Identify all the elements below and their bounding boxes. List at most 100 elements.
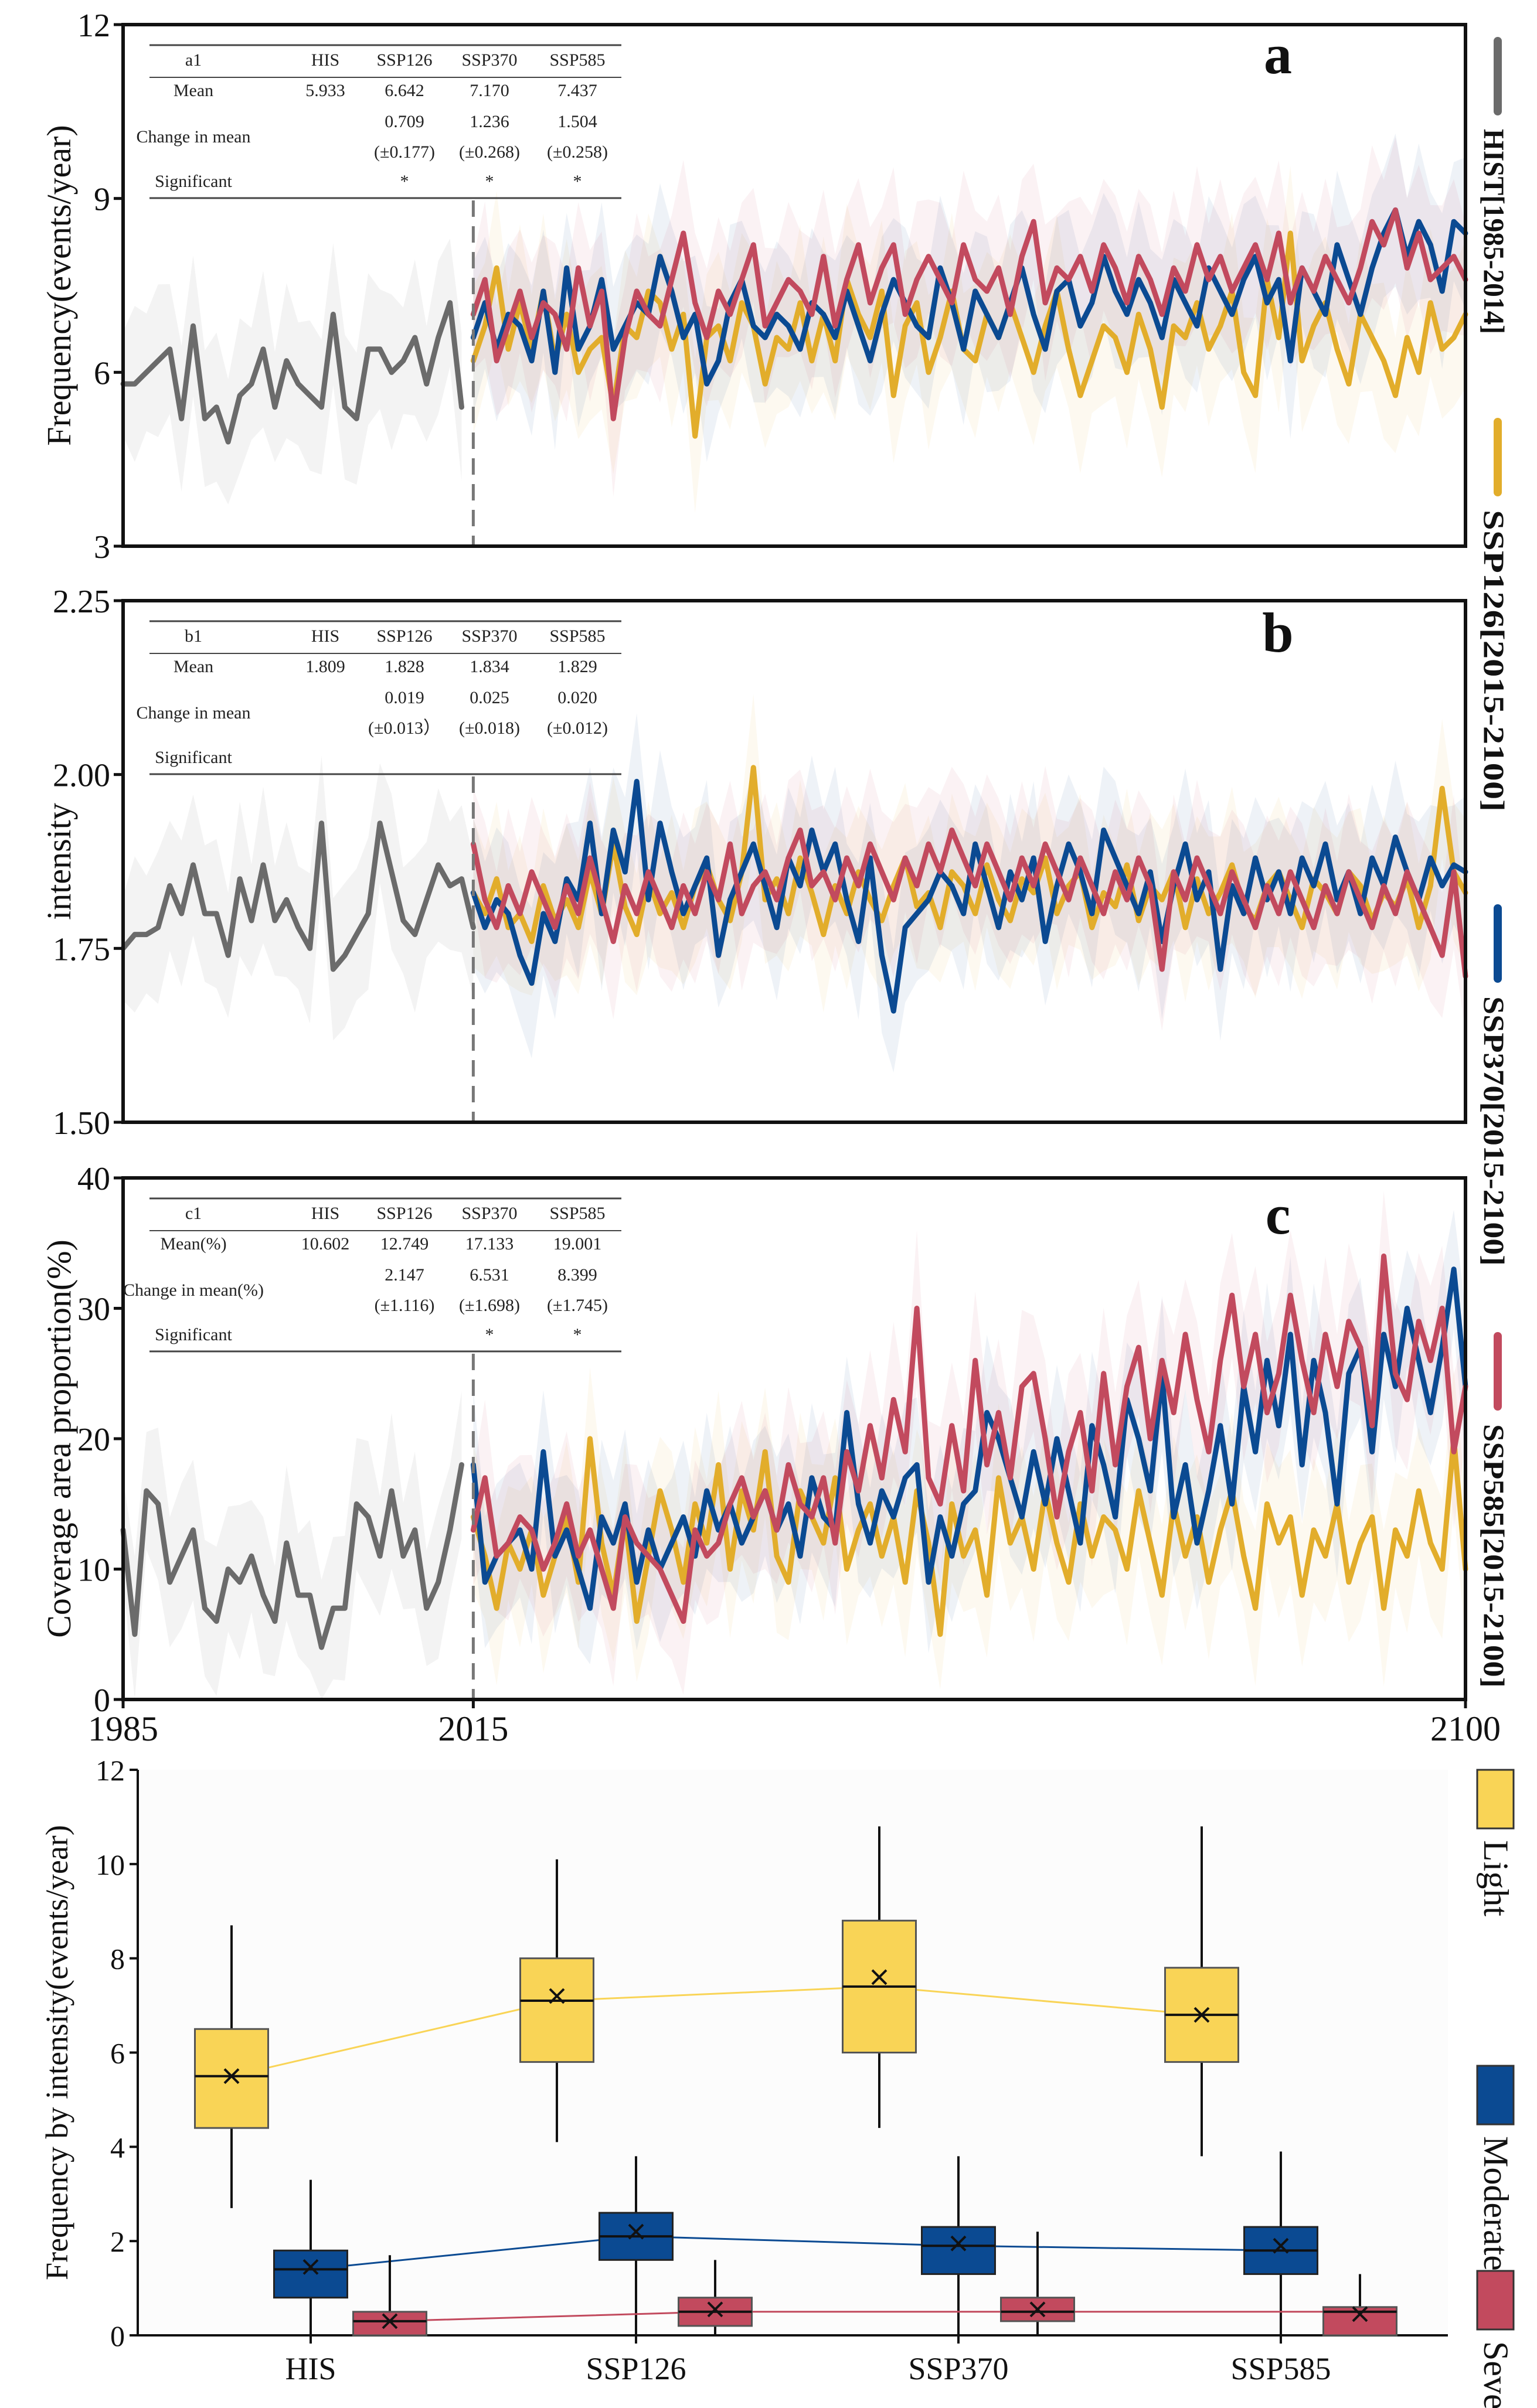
box-legend-label-light: Light [1477,1840,1515,1916]
table-cell: 5.933 [305,81,345,100]
table-cell: 1.236 [470,112,509,131]
boxplot-category-label: HIS [285,2351,336,2386]
table-header-cell: b1 [185,626,202,646]
boxplot-category-label: SSP585 [1230,2351,1331,2386]
median-trend-moderate [310,2235,1281,2270]
y-tick-label-a: 6 [94,355,110,391]
table-cell: (±1.698) [459,1296,520,1315]
mean-marker-severe [707,2301,723,2318]
table-cell: 1.828 [385,657,424,676]
table-cell: 0.709 [385,112,424,131]
mean-marker-light [1193,2007,1210,2023]
band-c-hist [123,1391,462,1699]
mean-marker-moderate [950,2235,967,2252]
x-tick-label-year: 2015 [438,1709,508,1748]
table-cell: (±0.268) [459,142,520,162]
table-header-cell: SSP126 [376,626,432,646]
table-cell: (±0.018) [459,718,520,738]
table-cell: 7.170 [470,81,509,100]
stat-tables: a1 HIS SSP126 SSP370 SSP585 Mean 5.933 6.642 7.1… [123,44,621,1353]
legend-label-hist: HIST[1985-2014] [1478,129,1511,334]
boxplot-category-label: SSP126 [586,2351,686,2386]
series-line-b-ssp370 [470,779,1468,1014]
panel-letter-c: c [1266,1183,1291,1246]
series-line-a-hist [120,300,464,445]
series-line-c-hist [120,1462,464,1650]
table-cell: (±1.745) [547,1296,608,1315]
table-cell: (±0.013） [368,718,441,738]
y-axis-label-a: Frequency(events/year) [40,125,78,446]
panel-b-background [123,601,1465,1122]
table-header-cell: HIS [311,50,339,70]
box-plot: 0 2 4 6 8 10 12 Frequency by intensity(events/y… [39,1754,1448,2386]
axes: 3 6 9 12 Frequency(events/year) 1.50 1.75 2.00 2… [40,8,1501,1748]
box-legend-label-severe: Severe [1477,2341,1515,2408]
table-cell: (±0.012) [547,718,608,738]
table-cell: (±0.258) [547,142,608,162]
table-cell: * [573,1325,582,1344]
table-cell: Significant [155,1325,232,1344]
box-moderate [273,2249,348,2299]
table-cell: 19.001 [553,1234,602,1254]
panel-c-background [123,1178,1465,1699]
table-header-cell: a1 [185,50,202,70]
table-cell: Significant [155,172,232,191]
table-cell: (±1.116) [375,1296,435,1315]
y-tick-label-c: 20 [77,1422,110,1458]
median-trend-light [231,1985,1202,2077]
y-tick-label-a: 3 [94,529,110,566]
y-tick-label-c: 10 [77,1552,110,1589]
boxplot-y-tick-label: 2 [110,2225,125,2258]
table-header-cell: SSP370 [461,50,517,70]
series-line-b-ssp585 [470,827,1468,979]
boxplot-y-tick-label: 10 [96,1848,125,1881]
panel-letter-a: a [1264,23,1292,86]
table-header-cell: SSP585 [549,1204,605,1223]
y-tick-label-a: 9 [94,182,110,218]
table-header-cell: SSP585 [549,626,605,646]
legend: HIST[1985-2014] SSP126[2015-2100] SSP370[2… [1476,37,1515,2408]
mean-marker-moderate [302,2259,319,2275]
mean-marker-moderate [628,2223,644,2240]
series-line-c-ssp126 [470,1436,1468,1637]
table-cell: 12.749 [380,1234,429,1254]
series-line-b-hist [120,820,476,972]
legend-label-ssp585: SSP585[2015-2100] [1478,1424,1511,1688]
band-c-ssp126 [473,1367,1465,1690]
boxplot-category-label: SSP370 [908,2351,1008,2386]
table-header-cell: SSP370 [461,1204,517,1223]
boxplot-y-tick-label: 6 [110,2037,125,2070]
x-tick-label-year: 2100 [1430,1709,1501,1748]
series-line-b-ssp126 [470,765,1468,944]
box-legend-swatch-moderate [1476,2065,1515,2126]
box-light [194,2028,269,2129]
y-tick-label-c: 30 [77,1292,110,1328]
band-a-ssp370 [473,133,1465,462]
table-header-cell: c1 [185,1204,202,1223]
x-tick-label-year: 1985 [88,1709,158,1748]
table-header-cell: SSP585 [549,50,605,70]
legend-label-ssp126: SSP126[2015-2100] [1478,510,1511,812]
boxplot-y-axis-label: Frequency by intensity(events/year) [39,1825,74,2280]
panel-a-frame [121,23,1467,548]
table-cell: Change in mean(%) [123,1280,264,1300]
box-legend-label-moderate: Moderate [1477,2136,1515,2271]
y-axis-label-b: intensity [40,803,78,920]
mean-marker-severe [382,2313,398,2329]
table-cell: 1.809 [305,657,345,676]
mean-marker-light [549,1988,565,2004]
series-line-a-ssp585 [470,207,1468,421]
table-cell: 1.829 [557,657,597,676]
series-lines [120,207,1468,1650]
boxplot-y-tick-label: 0 [110,2320,125,2352]
box-severe [352,2311,427,2337]
box-legend-swatch-light [1476,1769,1515,1830]
y-tick-label-b: 2.00 [53,758,110,794]
legend-label-ssp370: SSP370[2015-2100] [1478,996,1511,1266]
mean-marker-moderate [1273,2237,1289,2254]
table-cell: 0.019 [385,688,424,707]
table-cell: 2.147 [385,1265,424,1285]
table-cell: 10.602 [301,1234,350,1254]
median-trend-severe [389,2311,1360,2322]
